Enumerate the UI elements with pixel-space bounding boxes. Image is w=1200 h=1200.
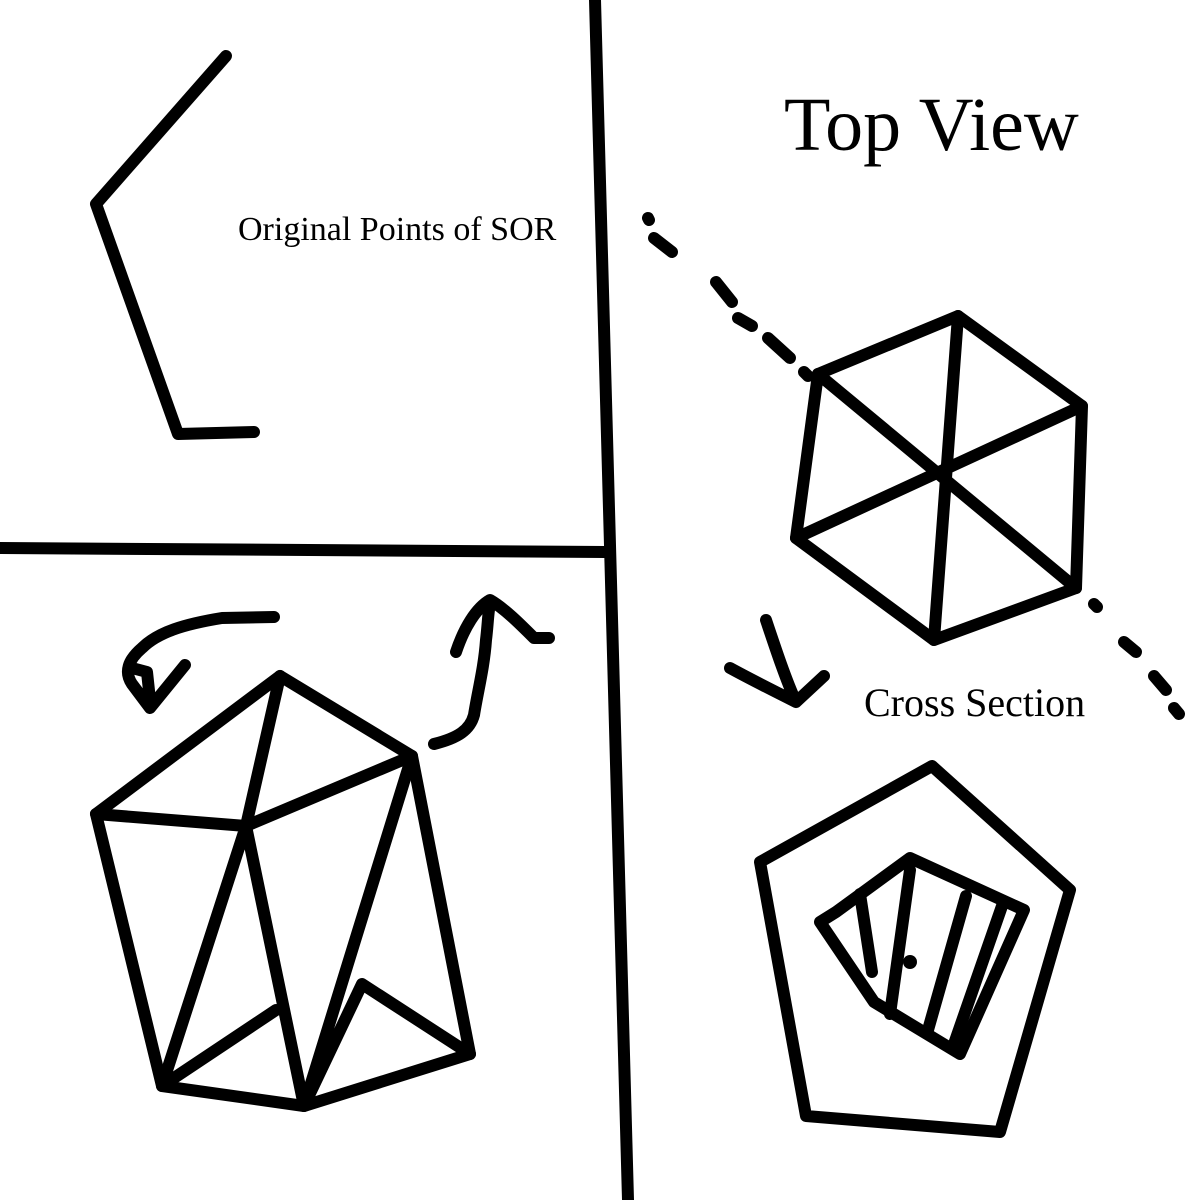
rotation-arrow-right [428,594,555,750]
cut-line-segment [1168,702,1185,720]
sor-wireframe-panel [90,594,555,1112]
cross-section-panel: Cross Section [754,680,1085,1138]
rotation-arrow-left [121,611,280,714]
center-point [903,955,917,969]
inner-hatched-shape [814,852,1030,1060]
cut-line-segment [642,212,655,226]
cross-section-label: Cross Section [864,680,1085,725]
top-view-label: Top View [784,83,1079,167]
down-arrow-icon [724,614,830,708]
cut-line-segment [798,366,814,382]
wireframe-outline [90,670,476,1112]
cut-line-segment [648,232,678,258]
cut-line-segment [1088,598,1103,613]
hatch-line [922,890,972,1036]
original-points-label: Original Points of SOR [238,211,557,248]
vertical-divider [589,0,634,1200]
sor-profile-polyline [90,50,260,440]
top-view-panel: Top View [642,83,1185,720]
outer-pentagon [754,760,1076,1138]
panel-dividers [0,0,634,1200]
cut-line-segment [762,332,796,364]
cut-line-segment [1118,636,1142,658]
cut-line-segment [732,312,758,332]
horizontal-divider [0,542,611,558]
cut-line-segment [710,276,738,308]
hatch-line [854,888,878,978]
sor-profile-panel: Original Points of SOR [90,50,557,440]
wireframe-edges [90,670,476,1112]
hatch-line [948,900,1008,1050]
cut-line-dashed [642,212,1185,720]
hatch-line [884,864,916,1020]
inner-hatch-lines [854,864,1008,1050]
cut-line-segment [1148,670,1172,696]
hexagon-spokes [790,310,1088,646]
